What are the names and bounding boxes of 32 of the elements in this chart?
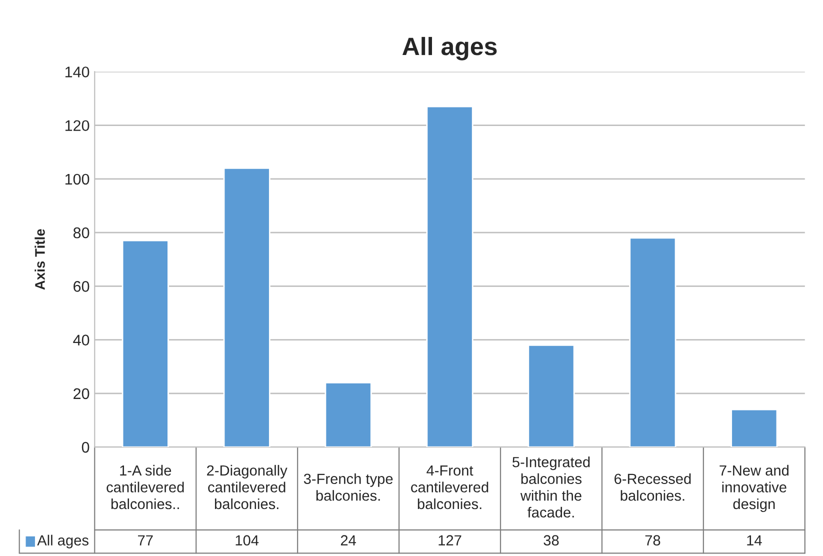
data-label: 78 <box>645 535 660 546</box>
y-tick-label: 40 <box>73 334 90 346</box>
data-label: 24 <box>340 535 356 546</box>
bar <box>730 408 778 448</box>
x-tick-label: 5-Integrated balconies within the facade. <box>512 456 590 518</box>
y-tick-label: 0 <box>82 442 90 453</box>
bar <box>629 237 676 448</box>
bar <box>122 240 169 448</box>
bar <box>426 106 474 448</box>
x-tick-label: 1-A side cantilevered balconies.. <box>106 464 184 510</box>
bar <box>324 382 372 448</box>
chart-title: All ages <box>402 36 497 60</box>
y-axis-title: Axis Title <box>34 229 45 290</box>
y-tick-label: 120 <box>65 120 90 132</box>
y-tick-label: 100 <box>65 174 90 185</box>
y-tick-label: 140 <box>65 66 90 78</box>
bar <box>528 344 575 448</box>
y-tick-label: 80 <box>73 227 90 238</box>
x-tick-label: 6-Recessed balconies. <box>614 473 691 501</box>
x-tick-label: 7-New and innovative design <box>720 464 788 512</box>
x-tick-label: 3-French type balconies. <box>304 473 393 501</box>
y-tick-label: 60 <box>74 281 90 292</box>
data-label: 127 <box>438 535 462 546</box>
data-label: 104 <box>236 535 259 546</box>
x-tick-label: 4-Front cantilevered balconies. <box>411 465 488 510</box>
bar <box>223 168 270 448</box>
data-label: 14 <box>747 535 762 546</box>
x-tick-label: 2-Diagonally cantilevered balconies. <box>207 464 288 510</box>
data-label: 77 <box>138 535 153 546</box>
data-label: 38 <box>544 535 559 546</box>
legend-label: All ages <box>37 534 88 548</box>
y-tick-label: 20 <box>74 388 90 400</box>
